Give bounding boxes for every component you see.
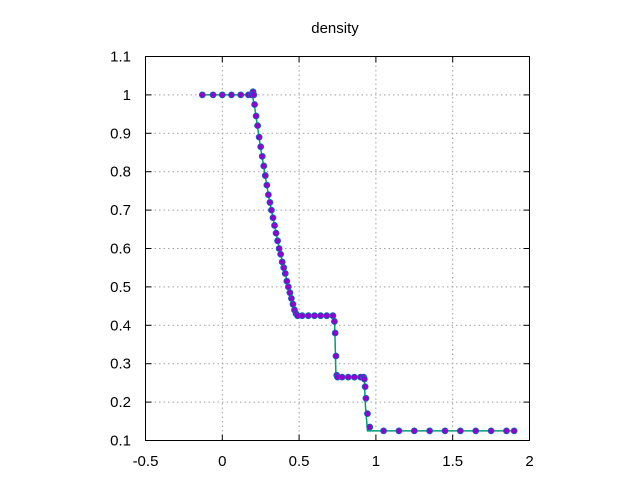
x-tick-label: 1 (372, 453, 380, 470)
data-point (274, 237, 281, 245)
data-point (344, 373, 352, 381)
data-point (410, 427, 418, 435)
y-tick-label: 0.6 (110, 241, 131, 258)
data-point (361, 383, 369, 391)
data-point (311, 312, 318, 320)
data-point (288, 295, 295, 302)
data-point (441, 427, 449, 435)
data-layer (198, 88, 518, 435)
data-point (275, 245, 283, 252)
data-point (280, 264, 288, 272)
y-tick-label: 0.5 (110, 279, 131, 296)
x-tick-label: 1.5 (442, 453, 463, 470)
data-point (271, 222, 278, 229)
y-tick-label: 0.1 (110, 433, 131, 450)
y-tick-label: 0.8 (110, 164, 131, 181)
data-point (323, 312, 331, 320)
grid (145, 56, 530, 441)
x-tick-label: 2 (525, 453, 533, 470)
data-point (257, 143, 265, 151)
data-point (289, 300, 297, 308)
data-point (252, 112, 260, 120)
data-point (283, 277, 291, 285)
data-point (362, 394, 370, 402)
data-point (487, 427, 495, 435)
x-tick-label: -0.5 (133, 453, 159, 470)
data-point (260, 162, 268, 170)
data-point (209, 91, 217, 99)
data-point (254, 122, 262, 130)
data-point (261, 172, 269, 179)
x-tick-label: 0 (218, 453, 226, 470)
y-tick-label: 0.7 (110, 202, 131, 219)
data-point (255, 133, 263, 141)
data-point (366, 423, 374, 431)
data-point (218, 91, 226, 99)
data-point (286, 289, 294, 297)
data-point (268, 206, 275, 214)
y-tick-label: 0.4 (110, 317, 131, 334)
data-point (237, 91, 245, 99)
data-point (329, 312, 337, 320)
data-point (338, 373, 346, 381)
series-line (202, 94, 515, 432)
data-point (263, 181, 271, 189)
data-point (251, 101, 258, 108)
data-point (281, 270, 289, 277)
y-tick-label: 0.3 (110, 356, 131, 373)
data-point (510, 427, 518, 435)
y-tick-label: 0.2 (110, 394, 131, 411)
data-point (278, 258, 286, 266)
data-point (380, 427, 387, 435)
data-point (331, 318, 338, 325)
data-point (264, 191, 272, 199)
data-point (277, 250, 285, 258)
data-point (198, 91, 206, 99)
x-axis: -0.5 0 0.5 1 1.5 2 (133, 56, 534, 470)
y-tick-label: 1.1 (110, 49, 131, 66)
data-point (360, 375, 368, 383)
data-point (228, 91, 235, 99)
data-point (258, 152, 266, 160)
data-point (350, 373, 358, 381)
data-point (304, 312, 312, 320)
data-point (503, 427, 510, 435)
chart-title: density (311, 20, 359, 37)
data-point (269, 214, 277, 222)
data-point (472, 427, 480, 435)
data-point (332, 352, 340, 360)
data-point (250, 91, 258, 99)
data-point (298, 312, 306, 320)
y-tick-label: 0.9 (110, 125, 131, 142)
y-axis: 0.1 0.2 0.3 0.4 0.5 0.6 0.7 0.8 0.9 1 1.1 (110, 49, 530, 450)
data-point (284, 283, 292, 291)
data-point (331, 329, 339, 337)
y-tick-label: 1 (123, 87, 131, 104)
data-point (426, 427, 434, 435)
plot-frame (145, 56, 530, 441)
x-tick-label: 0.5 (289, 453, 310, 470)
data-point (272, 229, 280, 237)
data-point (266, 199, 274, 206)
data-point (456, 427, 464, 435)
data-point (364, 410, 371, 418)
data-point (317, 312, 325, 320)
data-point (395, 427, 403, 435)
